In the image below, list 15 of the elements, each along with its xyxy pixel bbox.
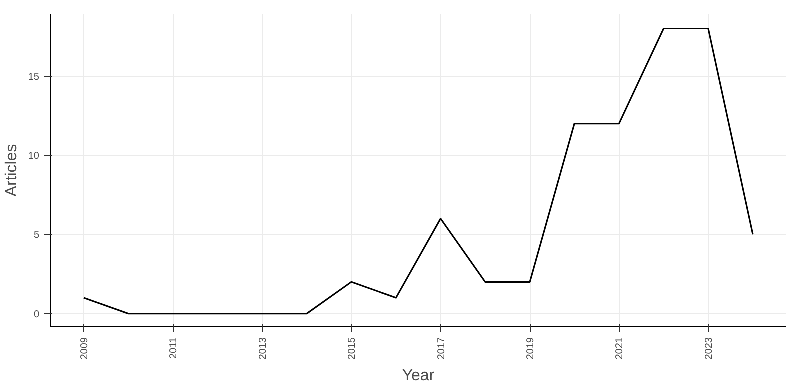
x-tick-label: 2019 (526, 337, 537, 360)
x-tick-label: 2013 (258, 337, 269, 360)
y-tick-label: 15 (28, 72, 40, 83)
x-tick-label: 2021 (614, 337, 626, 360)
y-tick-label: 0 (34, 309, 40, 320)
x-tick-label: 2023 (704, 337, 715, 360)
x-tick-label: 2011 (168, 337, 180, 360)
y-tick-label: 10 (28, 150, 40, 162)
x-tick-label: 2017 (436, 337, 448, 360)
x-axis-title: Year (402, 368, 436, 385)
x-tick-label: 2009 (79, 337, 90, 360)
y-tick-label: 5 (34, 230, 40, 242)
line-series (83, 28, 754, 315)
y-axis-title: Articles (3, 144, 20, 197)
x-tick-label: 2015 (347, 337, 358, 360)
